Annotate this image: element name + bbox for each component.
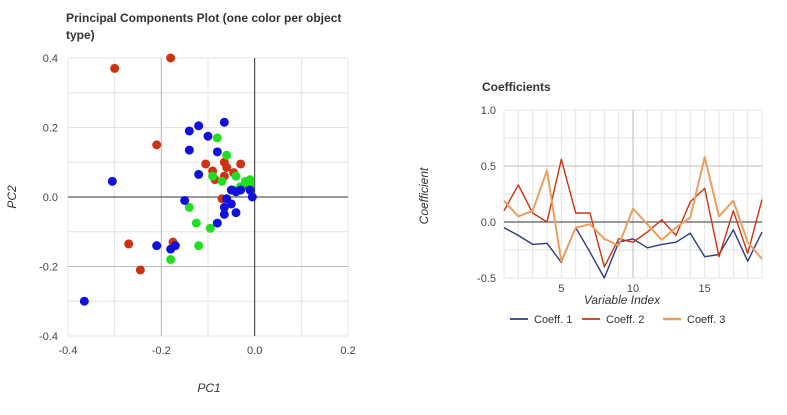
scatter-xtick-label: -0.4 (59, 345, 78, 357)
scatter-xtick-label: -0.2 (152, 345, 171, 357)
scatter-point (170, 241, 180, 251)
scatter-point (247, 192, 257, 202)
scatter-grid (67, 57, 349, 337)
scatter-point (226, 199, 236, 209)
scatter-xtick-label: 0.0 (247, 345, 262, 357)
scatter-xtick-label: 0.2 (340, 345, 355, 357)
scatter-point (217, 176, 227, 186)
legend-label: Coeff. 2 (606, 314, 644, 326)
scatter-point (245, 185, 255, 195)
scatter-ytick-label: 0.0 (43, 192, 58, 204)
scatter-point (79, 296, 89, 306)
scatter-point (110, 63, 120, 73)
scatter-point (231, 208, 241, 218)
scatter-point (124, 239, 134, 249)
scatter-title-line1: Principal Components Plot (one color per… (66, 11, 341, 25)
scatter-xlabel: PC1 (197, 381, 220, 395)
scatter-point (222, 162, 232, 172)
scatter-point (222, 150, 232, 160)
scatter-ytick-label: 0.4 (43, 53, 58, 65)
coef-xtick-label: 5 (558, 283, 564, 295)
scatter-title-line2: type) (66, 28, 95, 42)
scatter-ylabel: PC2 (5, 185, 19, 209)
coef-ytick-label: 0.0 (481, 217, 496, 229)
coefficients-line-chart: Coefficients 5 10 15 -0.5 0.0 0.5 1.0 Variable… (417, 80, 763, 326)
scatter-ytick-label: 0.2 (43, 123, 58, 135)
scatter-point (194, 121, 204, 131)
scatter-point (205, 223, 215, 233)
scatter-point (201, 159, 211, 169)
scatter-point (219, 202, 229, 212)
scatter-point (236, 159, 246, 169)
coef-title: Coefficients (482, 80, 551, 94)
coef-grid (503, 109, 763, 279)
coef-ytick-label: 0.5 (481, 161, 496, 173)
coef-ytick-label: 1.0 (481, 105, 496, 117)
coef-xtick-label: 15 (699, 283, 711, 295)
scatter-point (184, 202, 194, 212)
scatter-point (152, 241, 162, 251)
scatter-points (79, 53, 257, 306)
coef-series-line (503, 156, 763, 263)
scatter-point (135, 265, 145, 275)
scatter-point (194, 241, 204, 251)
scatter-point (203, 131, 213, 141)
scatter-point (191, 218, 201, 228)
scatter-ytick-label: -0.4 (39, 331, 58, 343)
scatter-point (231, 187, 241, 197)
coef-tick-labels: 5 10 15 -0.5 0.0 0.5 1.0 (477, 105, 711, 295)
scatter-ytick-label: -0.2 (39, 262, 58, 274)
scatter-point (194, 169, 204, 179)
scatter-point (180, 195, 190, 205)
scatter-point (219, 209, 229, 219)
coef-xlabel: Variable Index (584, 293, 661, 307)
scatter-point (231, 171, 241, 181)
coef-series-lines (503, 156, 763, 279)
coef-xtick-label: 10 (627, 283, 639, 295)
scatter-point (152, 140, 162, 150)
scatter-point (184, 145, 194, 155)
legend-label: Coeff. 3 (687, 314, 725, 326)
legend-label: Coeff. 1 (534, 314, 572, 326)
scatter-point (212, 218, 222, 228)
scatter-point (208, 171, 218, 181)
coef-legend: Coeff. 1 Coeff. 2 Coeff. 3 (510, 314, 725, 326)
pca-scatter-chart: Principal Components Plot (one color per… (5, 11, 356, 395)
scatter-point (212, 133, 222, 143)
scatter-tick-labels: -0.4 -0.2 0.0 0.2 -0.4 -0.2 0.0 0.2 0.4 (39, 53, 356, 357)
scatter-point (107, 176, 117, 186)
scatter-point (219, 117, 229, 127)
scatter-point (212, 147, 222, 157)
scatter-point (166, 255, 176, 265)
coef-series-line (503, 158, 763, 268)
scatter-point (184, 126, 194, 136)
coef-ylabel: Coefficient (417, 167, 431, 224)
scatter-point (245, 175, 255, 185)
scatter-point (166, 53, 176, 63)
coef-ytick-label: -0.5 (477, 273, 496, 285)
